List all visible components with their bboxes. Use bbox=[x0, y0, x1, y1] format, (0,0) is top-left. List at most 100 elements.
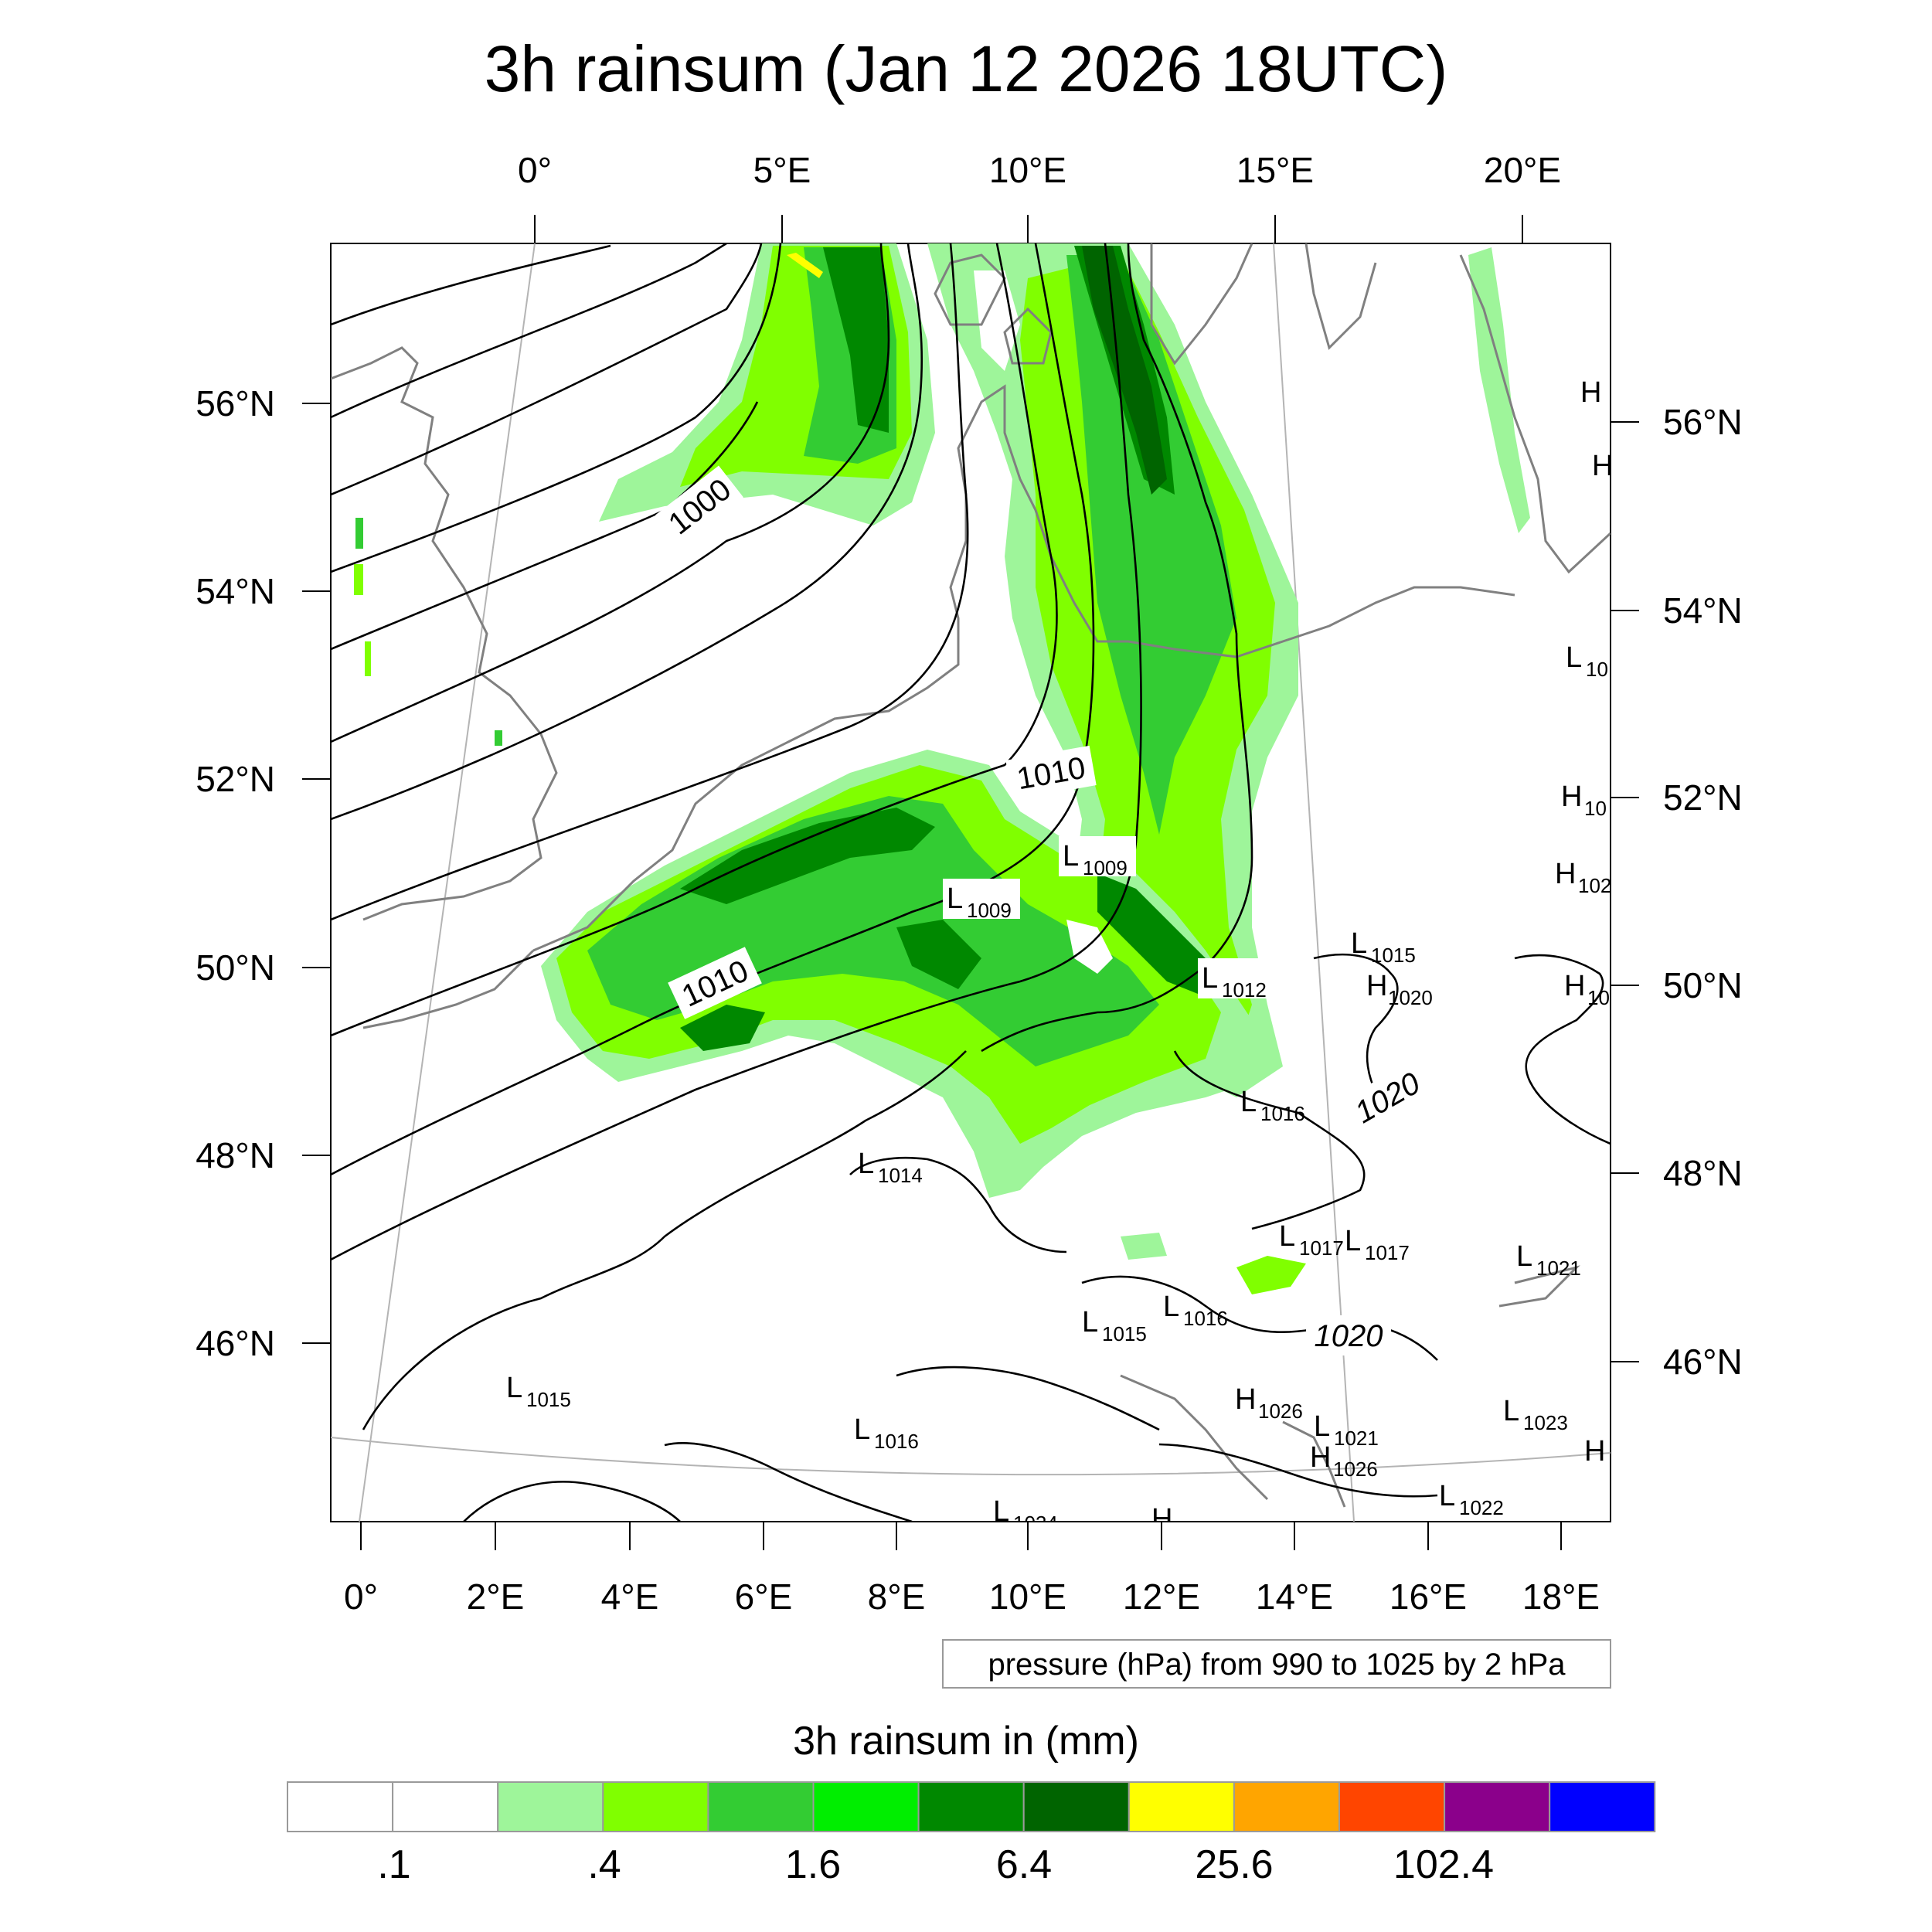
svg-text:1017: 1017 bbox=[1365, 1241, 1410, 1264]
right-lat-labels: 56°N 54°N 52°N 50°N 48°N 46°N bbox=[1663, 402, 1743, 1382]
rain-patch-england-2 bbox=[354, 564, 363, 595]
tick-label: 54°N bbox=[1663, 590, 1743, 631]
rain-patch-baltic-east bbox=[1468, 247, 1530, 533]
pressure-center: L 1024 bbox=[993, 1495, 1058, 1535]
coastlines bbox=[331, 243, 1611, 1508]
svg-text:H: H bbox=[1555, 858, 1576, 890]
tick-label: 52°N bbox=[196, 759, 275, 799]
svg-text:H: H bbox=[1235, 1383, 1256, 1416]
tick-label: 6°E bbox=[735, 1577, 793, 1617]
colorbar-swatch bbox=[287, 1781, 394, 1832]
pressure-center: L 1021 bbox=[1314, 1410, 1379, 1450]
svg-text:L: L bbox=[1516, 1240, 1532, 1273]
pressure-center: H 1026 bbox=[1310, 1441, 1378, 1481]
svg-text:10: 10 bbox=[1586, 658, 1608, 681]
tick-label: 2°E bbox=[467, 1577, 525, 1617]
pressure-center: L 1015 bbox=[1082, 1306, 1147, 1345]
svg-text:L: L bbox=[1566, 641, 1582, 674]
pressure-center: H 1020 bbox=[1366, 970, 1433, 1009]
svg-text:102: 102 bbox=[1578, 874, 1611, 897]
svg-text:L: L bbox=[1063, 840, 1079, 872]
svg-text:H: H bbox=[1584, 1435, 1605, 1468]
colorbar-swatch bbox=[707, 1781, 815, 1832]
pressure-center: H bbox=[1580, 376, 1601, 409]
svg-text:L: L bbox=[1202, 962, 1218, 995]
pressure-center: L 1014 bbox=[858, 1148, 923, 1187]
axis-ticks bbox=[302, 215, 1639, 1550]
pressure-center: L 1009 bbox=[943, 879, 1020, 922]
svg-text:1012: 1012 bbox=[1222, 978, 1267, 1002]
graticule bbox=[331, 243, 1611, 1522]
rain-area-frontal-dark2 bbox=[1097, 873, 1221, 997]
svg-text:pressure (hPa) from 990 to 102: pressure (hPa) from 990 to 1025 by 2 hPa bbox=[988, 1648, 1566, 1682]
pressure-center: H 10 bbox=[1564, 970, 1610, 1009]
map-content: 1000 1010 1010 1020 1020 L 100 bbox=[331, 243, 1611, 1543]
svg-text:1026: 1026 bbox=[1175, 1519, 1219, 1543]
pressure-centers: L 1009 L 1009 L 1012 L 1015 H 1020 L 1016 L 101… bbox=[506, 376, 1611, 1543]
tick-label: 46°N bbox=[1663, 1342, 1743, 1382]
svg-text:L: L bbox=[1351, 927, 1367, 960]
top-lon-labels: 0° 5°E 10°E 15°E 20°E bbox=[518, 150, 1561, 190]
tick-label: 20°E bbox=[1484, 150, 1561, 190]
colorbar-swatch bbox=[1128, 1781, 1235, 1832]
rain-area-frontal-gap bbox=[1066, 920, 1113, 974]
colorbar-swatch bbox=[1233, 1781, 1341, 1832]
rain-area-north-sea-dark bbox=[823, 247, 889, 433]
rain-area-frontal-dark bbox=[680, 808, 935, 904]
colorbar bbox=[287, 1781, 1656, 1832]
left-lat-labels: 56°N 54°N 52°N 50°N 48°N 46°N bbox=[196, 383, 275, 1363]
colorbar-tick-label: .4 bbox=[587, 1842, 621, 1887]
tick-label: 14°E bbox=[1256, 1577, 1333, 1617]
rain-patch-alps-light bbox=[1121, 1233, 1167, 1260]
rain-patch-alps bbox=[1236, 1256, 1306, 1294]
pressure-center: L 1016 bbox=[1240, 1086, 1305, 1125]
tick-label: 4°E bbox=[601, 1577, 659, 1617]
svg-text:L: L bbox=[947, 883, 963, 915]
svg-text:1017: 1017 bbox=[1299, 1236, 1344, 1260]
svg-text:1015: 1015 bbox=[526, 1388, 571, 1411]
tick-label: 52°N bbox=[1663, 777, 1743, 818]
svg-text:1020: 1020 bbox=[1315, 1319, 1383, 1353]
svg-text:1024: 1024 bbox=[1013, 1512, 1058, 1535]
svg-text:1015: 1015 bbox=[1102, 1322, 1147, 1345]
colorbar-tick-labels: .1 .4 1.6 6.4 25.6 102.4 bbox=[377, 1842, 1494, 1887]
rain-area-baltic-darker bbox=[1082, 246, 1167, 495]
colorbar-title: 3h rainsum in (mm) bbox=[793, 1719, 1139, 1764]
svg-text:H: H bbox=[1151, 1503, 1172, 1536]
tick-label: 10°E bbox=[989, 1577, 1066, 1617]
isobars bbox=[331, 243, 1611, 1522]
colorbar-tick-label: 1.6 bbox=[785, 1842, 841, 1887]
svg-text:H: H bbox=[1580, 376, 1601, 409]
contour-info-note: pressure (hPa) from 990 to 1025 by 2 hPa bbox=[942, 1639, 1611, 1689]
svg-text:1016: 1016 bbox=[874, 1430, 919, 1453]
pressure-center: L 1017 bbox=[1345, 1225, 1410, 1264]
svg-text:1026: 1026 bbox=[1333, 1458, 1378, 1481]
tick-label: 5°E bbox=[753, 150, 811, 190]
svg-text:L: L bbox=[1082, 1306, 1098, 1338]
tick-label: 8°E bbox=[868, 1577, 926, 1617]
contour-label-1010-north: 1010 bbox=[1005, 745, 1097, 801]
pressure-center: L 1016 bbox=[854, 1413, 919, 1453]
tick-label: 16°E bbox=[1389, 1577, 1467, 1617]
svg-text:1026: 1026 bbox=[1258, 1400, 1303, 1423]
tick-label: 10°E bbox=[989, 150, 1066, 190]
precipitation-shading bbox=[354, 243, 1530, 1294]
svg-text:H: H bbox=[1561, 781, 1582, 813]
pressure-center: L 1021 bbox=[1516, 1240, 1581, 1280]
tick-label: 12°E bbox=[1123, 1577, 1200, 1617]
tick-label: 56°N bbox=[196, 383, 275, 423]
svg-text:1022: 1022 bbox=[1459, 1496, 1504, 1519]
colorbar-tick-label: .1 bbox=[377, 1842, 410, 1887]
pressure-center: L 1023 bbox=[1503, 1395, 1568, 1434]
tick-label: 0° bbox=[518, 150, 552, 190]
pressure-center: H 1026 bbox=[1151, 1503, 1219, 1543]
colorbar-swatch bbox=[602, 1781, 709, 1832]
svg-text:1015: 1015 bbox=[1371, 944, 1416, 967]
svg-text:10: 10 bbox=[1587, 986, 1610, 1009]
svg-text:L: L bbox=[1503, 1395, 1519, 1427]
rain-patch-england-3 bbox=[365, 641, 371, 676]
bottom-lon-labels: 0° 2°E 4°E 6°E 8°E 10°E 12°E 14°E 16°E 1… bbox=[344, 1577, 1600, 1617]
svg-text:L: L bbox=[1345, 1225, 1361, 1257]
colorbar-tick-label: 102.4 bbox=[1393, 1842, 1494, 1887]
